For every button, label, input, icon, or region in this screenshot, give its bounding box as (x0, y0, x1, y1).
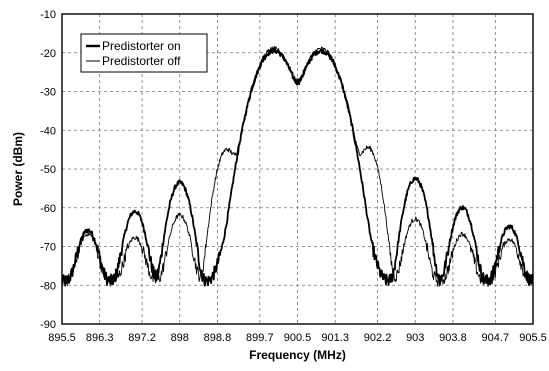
x-tick-label: 902.2 (364, 332, 392, 344)
y-tick-label: -40 (40, 125, 56, 137)
series-trace-predistorter-on (61, 47, 534, 287)
plot-area-frame (61, 13, 534, 325)
y-tick-label: -20 (40, 48, 56, 60)
y-tick-label: -90 (40, 319, 56, 331)
y-tick-label: -60 (40, 203, 56, 215)
x-tick-label: 899.7 (246, 332, 274, 344)
y-tick-label: -10 (40, 9, 56, 21)
y-tick-label: -70 (40, 242, 56, 254)
x-tick-label: 901.3 (321, 332, 349, 344)
legend-label-predistorter-on: Predistorter on (102, 39, 181, 53)
x-axis-title: Frequency (MHz) (249, 348, 346, 362)
x-tick-label: 905.5 (519, 332, 547, 344)
legend-label-predistorter-off: Predistorter off (102, 54, 181, 68)
y-tick-label: -50 (40, 164, 56, 176)
x-tick-label: 900.5 (284, 332, 312, 344)
x-tick-label: 897.2 (128, 332, 156, 344)
y-tick-label: -30 (40, 87, 56, 99)
x-tick-label: 903.8 (439, 332, 467, 344)
x-tick-label: 904.7 (482, 332, 510, 344)
x-tick-label: 898 (171, 332, 189, 344)
y-tick-label: -80 (40, 280, 56, 292)
legend-box (80, 33, 208, 73)
x-tick-label: 903 (406, 332, 424, 344)
y-axis-title: Power (dBm) (11, 132, 25, 206)
x-axis-ticks: 895.5 896.3 897.2 898 898.8 899.7 900.5 901.3 90… (48, 332, 547, 344)
x-tick-label: 898.8 (204, 332, 232, 344)
series-traces (61, 46, 534, 288)
grid-lines (62, 14, 533, 324)
x-tick-label: 896.3 (86, 332, 114, 344)
y-axis-ticks: -90 -80 -70 -60 -50 -40 -30 -20 -10 (40, 9, 56, 331)
series-trace-predistorter-off (61, 46, 534, 288)
legend: Predistorter on Predistorter off (80, 33, 208, 73)
x-tick-label: 895.5 (48, 332, 76, 344)
